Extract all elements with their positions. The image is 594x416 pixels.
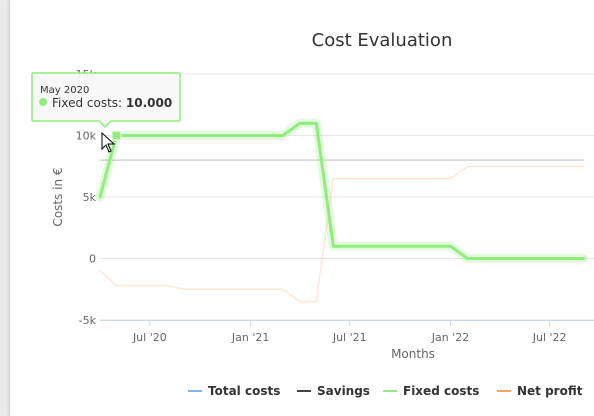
x-axis-title: Months [391, 347, 435, 361]
x-axis-ticks: Jul '20 Jan '21 Jul '21 Jan '22 Jul '22 [100, 320, 594, 344]
x-tick-label: Jan '22 [431, 331, 469, 344]
cost-evaluation-chart: Cost Evaluation -5k05k10k15k Jul '20Jan … [10, 0, 594, 416]
x-tick-label: Jan '21 [231, 331, 269, 344]
tooltip-box [31, 72, 181, 129]
tooltip-series-dot [39, 98, 47, 106]
x-tick-label: Jul '22 [532, 331, 567, 344]
tooltip-date: May 2020 [40, 85, 89, 96]
legend-label: Fixed costs [403, 384, 479, 398]
series-lines[interactable] [95, 118, 589, 303]
legend-label: Savings [317, 384, 370, 398]
x-tick-label: Jul '21 [332, 331, 367, 344]
tooltip-text: Fixed costs: 10.000 [52, 96, 172, 110]
y-tick-label: -5k [79, 314, 97, 327]
legend-label: Net profit [517, 384, 583, 398]
legend[interactable]: Total costs Savings Fixed costs Net profit [188, 384, 583, 398]
tooltip: May 2020 Fixed costs: 10.000 [31, 72, 181, 129]
legend-label: Total costs [208, 384, 280, 398]
tooltip-series-label: Fixed costs: [52, 96, 126, 110]
legend-item-net-profit[interactable]: Net profit [497, 384, 583, 398]
chart-title: Cost Evaluation [312, 30, 453, 51]
legend-item-total-costs[interactable]: Total costs [188, 384, 280, 398]
y-axis-title: Costs in € [51, 167, 65, 226]
chart-card: Cost Evaluation -5k05k10k15k Jul '20Jan … [10, 0, 594, 416]
legend-item-fixed-costs[interactable]: Fixed costs [383, 384, 479, 398]
tooltip-value: 10.000 [126, 96, 172, 110]
mouse-cursor-icon [101, 131, 116, 153]
series-line-fixed-costs [98, 121, 586, 260]
y-tick-label: 0 [89, 253, 96, 266]
legend-item-savings[interactable]: Savings [297, 384, 370, 398]
x-tick-label: Jul '20 [132, 331, 167, 344]
y-tick-label: 5k [83, 191, 97, 204]
y-tick-label: 10k [76, 130, 97, 143]
series-line-net-profit [99, 165, 585, 303]
hover-point-marker[interactable] [111, 130, 122, 141]
chart-background [10, 0, 594, 416]
